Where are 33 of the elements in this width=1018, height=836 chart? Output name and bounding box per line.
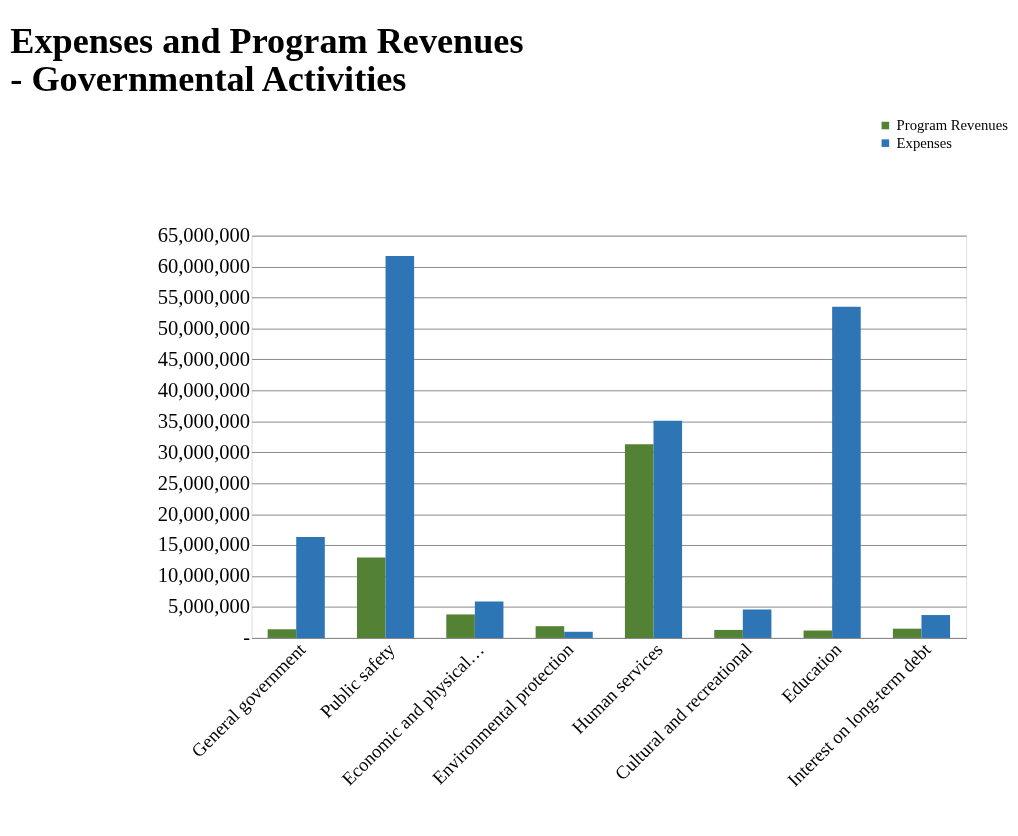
bar bbox=[803, 630, 833, 638]
bar bbox=[356, 557, 386, 638]
y-tick-label: 30,000,000 bbox=[157, 440, 251, 463]
bar bbox=[564, 631, 593, 638]
bar bbox=[921, 615, 951, 638]
bar bbox=[267, 629, 297, 638]
bar bbox=[892, 628, 922, 638]
bar bbox=[474, 601, 504, 638]
y-tick-label: 45,000,000 bbox=[157, 347, 251, 370]
y-tick-label: 10,000,000 bbox=[157, 564, 251, 587]
y-tick-label: 65,000,000 bbox=[157, 224, 251, 247]
text: Expenses and Program Revenues bbox=[10, 20, 524, 61]
y-tick-label: 50,000,000 bbox=[157, 316, 251, 339]
bar bbox=[446, 614, 475, 638]
y-tick-label: 35,000,000 bbox=[157, 409, 251, 432]
bar bbox=[385, 256, 415, 638]
bar bbox=[714, 629, 743, 638]
bar bbox=[742, 609, 772, 638]
y-tick-label: 20,000,000 bbox=[157, 502, 251, 525]
y-tick-label: 40,000,000 bbox=[157, 378, 251, 401]
y-tick-label: 15,000,000 bbox=[157, 533, 251, 556]
legend-label: Expenses bbox=[896, 135, 953, 152]
y-tick-label: - bbox=[243, 626, 251, 649]
bar bbox=[832, 306, 861, 638]
bar bbox=[296, 537, 325, 638]
y-tick-label: 60,000,000 bbox=[157, 254, 251, 277]
bar bbox=[653, 420, 683, 638]
bar bbox=[624, 444, 654, 638]
y-tick-label: 25,000,000 bbox=[157, 471, 251, 494]
legend-label: Program Revenues bbox=[896, 117, 1009, 134]
y-tick-label: 5,000,000 bbox=[167, 595, 251, 618]
y-tick-label: 55,000,000 bbox=[157, 285, 251, 308]
bar bbox=[535, 626, 565, 638]
